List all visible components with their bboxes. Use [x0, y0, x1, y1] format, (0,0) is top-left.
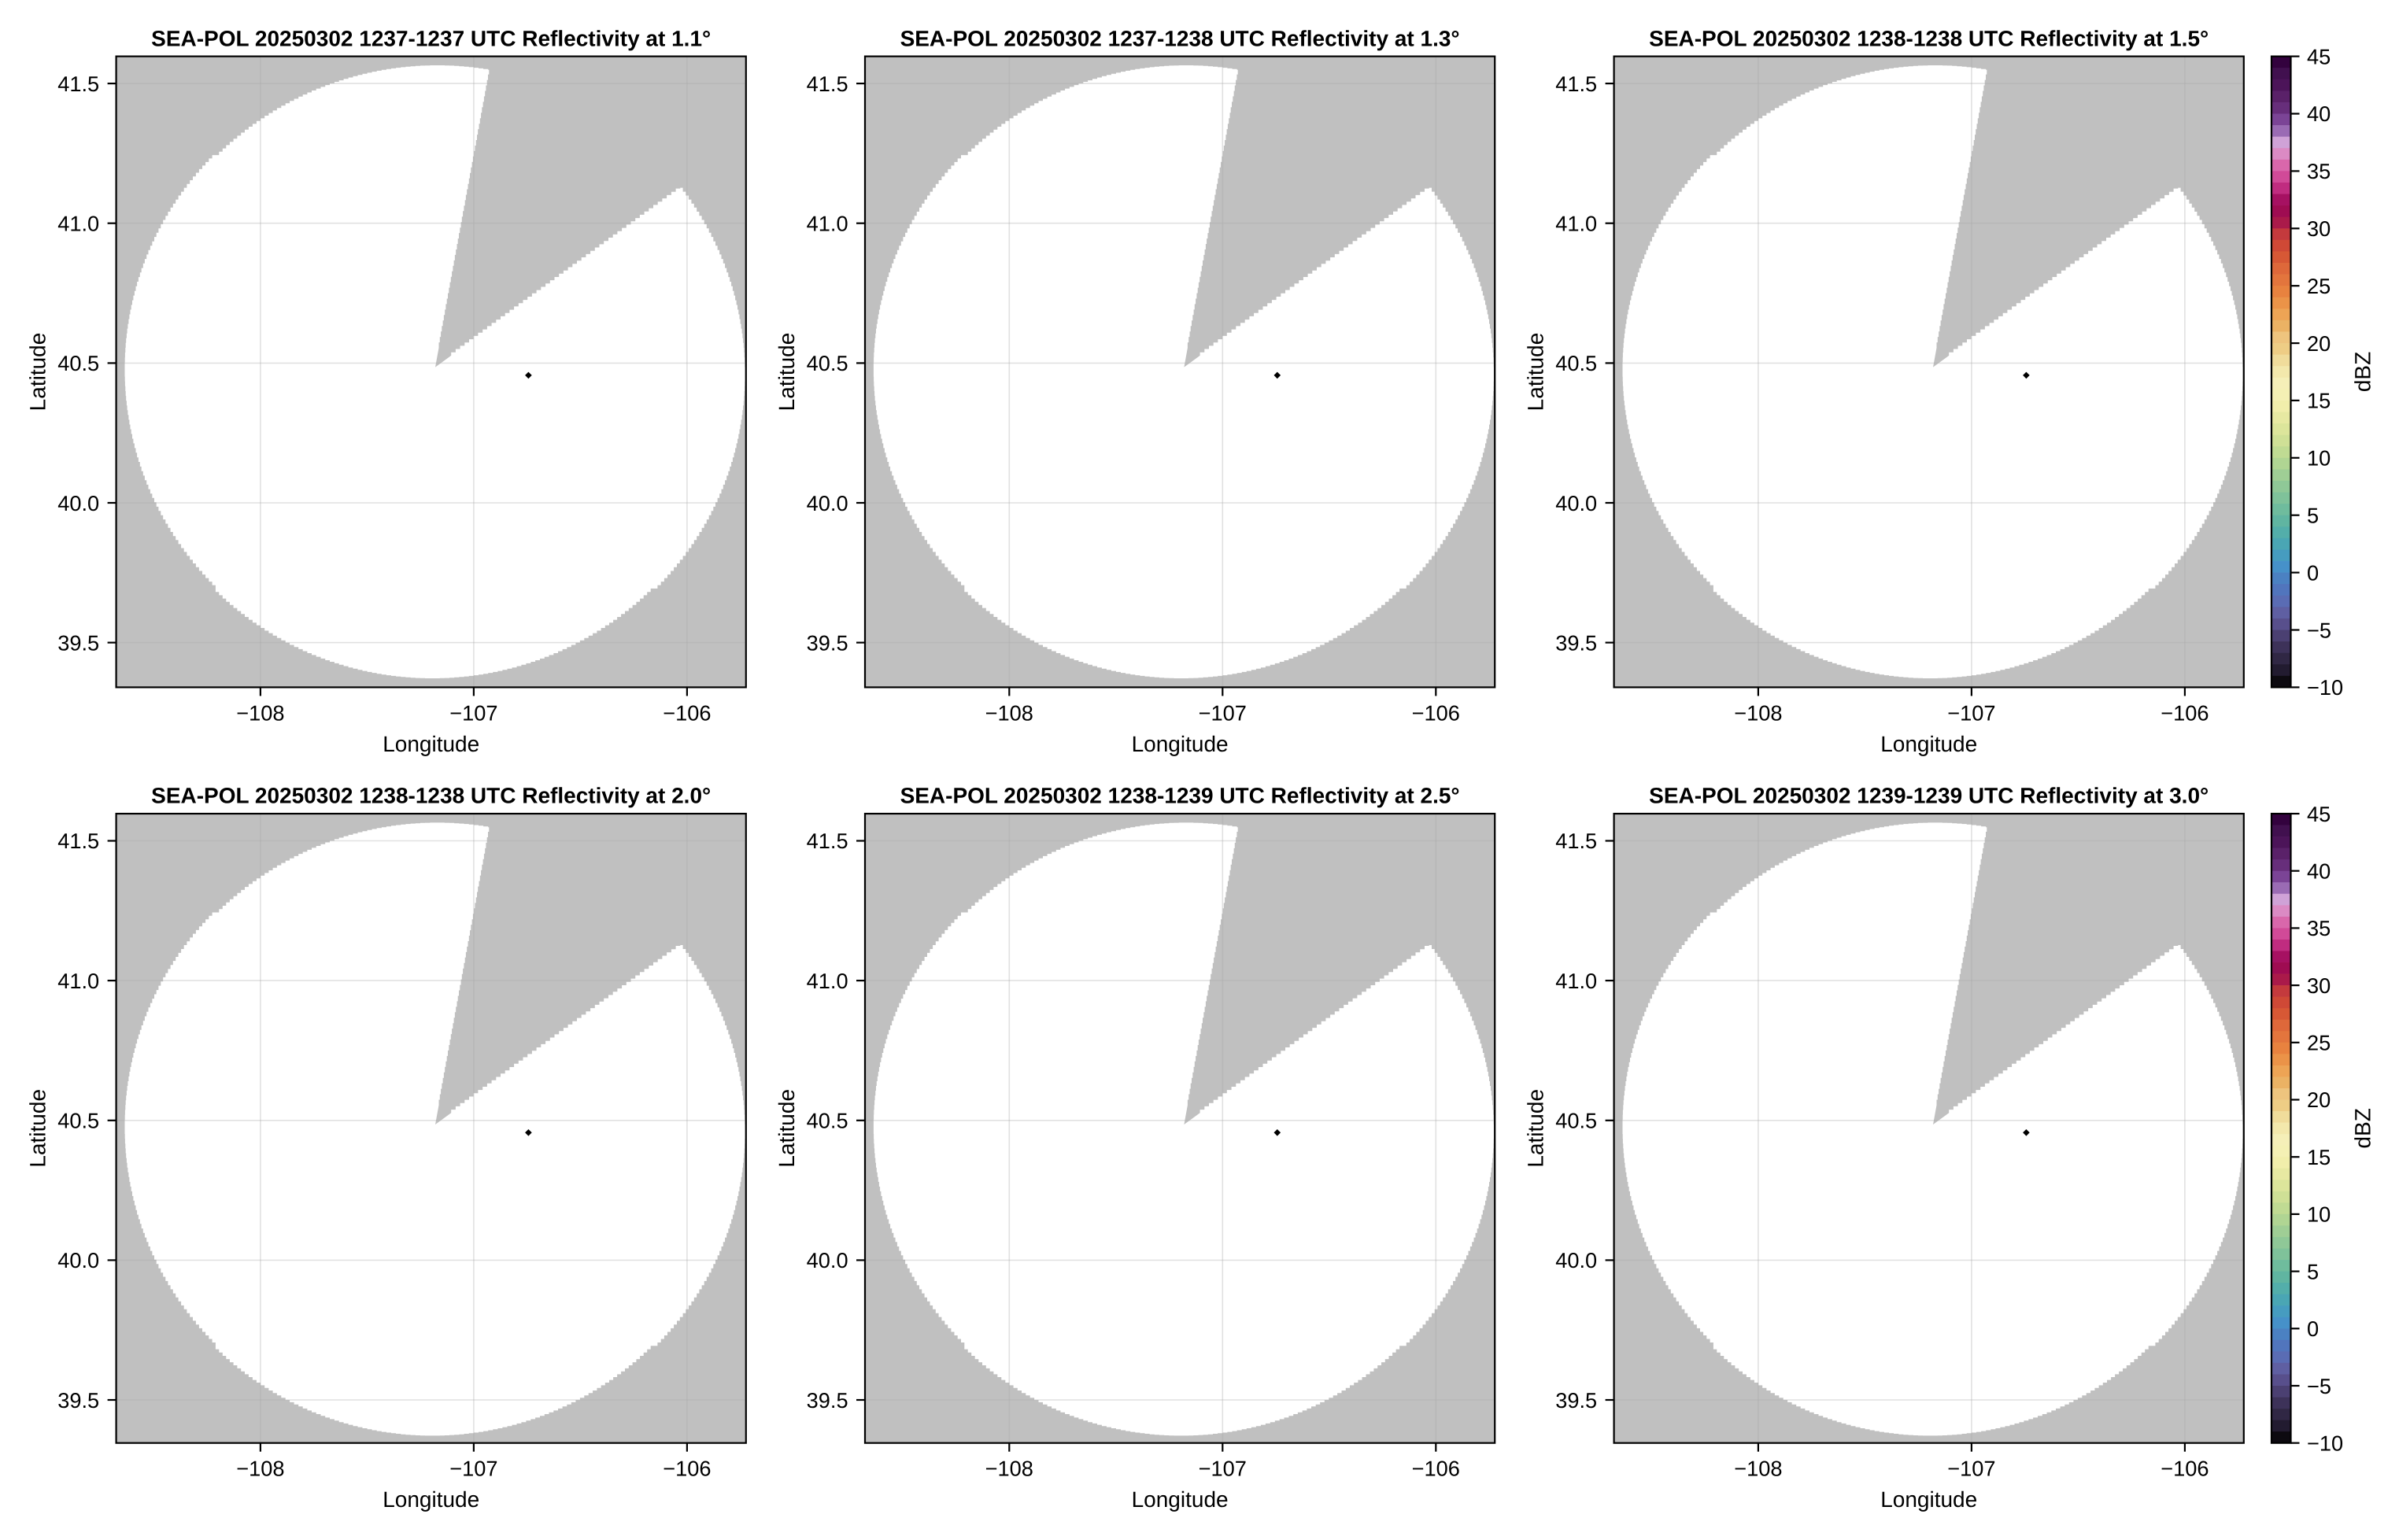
svg-text:−107: −107 [1947, 1457, 1995, 1481]
svg-text:Longitude: Longitude [383, 1487, 479, 1512]
svg-text:SEA-POL 20250302 1237-1237 UTC: SEA-POL 20250302 1237-1237 UTC Reflectiv… [151, 26, 711, 50]
svg-text:−108: −108 [1734, 700, 1782, 725]
svg-text:Latitude: Latitude [774, 1089, 799, 1168]
svg-text:41.0: 41.0 [1555, 969, 1597, 993]
svg-text:30: 30 [2307, 973, 2331, 998]
svg-text:40: 40 [2307, 102, 2331, 126]
svg-text:15: 15 [2307, 1145, 2331, 1169]
svg-text:30: 30 [2307, 216, 2331, 241]
svg-text:−10: −10 [2307, 1431, 2343, 1456]
svg-text:40.5: 40.5 [807, 351, 848, 375]
svg-text:SEA-POL 20250302 1237-1238 UTC: SEA-POL 20250302 1237-1238 UTC Reflectiv… [900, 26, 1460, 50]
svg-text:−107: −107 [1947, 700, 1995, 725]
svg-text:40.0: 40.0 [807, 491, 848, 515]
svg-text:−106: −106 [1412, 700, 1460, 725]
svg-text:45: 45 [2307, 44, 2331, 68]
svg-text:−106: −106 [663, 1457, 711, 1481]
svg-text:−107: −107 [1199, 1457, 1247, 1481]
svg-text:41.5: 41.5 [807, 829, 848, 853]
svg-text:−5: −5 [2307, 1374, 2331, 1398]
svg-text:40.0: 40.0 [57, 491, 99, 515]
svg-text:−106: −106 [2161, 1457, 2209, 1481]
svg-text:40.0: 40.0 [57, 1248, 99, 1272]
svg-text:Latitude: Latitude [1523, 1089, 1547, 1168]
svg-text:41.0: 41.0 [57, 969, 99, 993]
svg-text:35: 35 [2307, 916, 2331, 940]
svg-text:41.5: 41.5 [57, 829, 99, 853]
svg-text:45: 45 [2307, 802, 2331, 826]
svg-text:39.5: 39.5 [1555, 1388, 1597, 1413]
svg-text:−107: −107 [449, 1457, 497, 1481]
svg-text:0: 0 [2307, 1317, 2319, 1341]
svg-text:40: 40 [2307, 859, 2331, 884]
svg-text:−108: −108 [985, 1457, 1033, 1481]
svg-text:10: 10 [2307, 1202, 2331, 1227]
svg-text:−108: −108 [1734, 1457, 1782, 1481]
svg-text:40.5: 40.5 [1555, 1109, 1597, 1133]
svg-text:20: 20 [2307, 1088, 2331, 1112]
svg-text:39.5: 39.5 [57, 1388, 99, 1413]
svg-text:Latitude: Latitude [25, 333, 50, 412]
svg-text:dBZ: dBZ [2351, 1108, 2375, 1148]
svg-text:5: 5 [2307, 504, 2319, 528]
svg-text:5: 5 [2307, 1259, 2319, 1283]
svg-text:−106: −106 [1412, 1457, 1460, 1481]
svg-text:−108: −108 [236, 700, 284, 725]
svg-text:SEA-POL 20250302 1238-1238 UTC: SEA-POL 20250302 1238-1238 UTC Reflectiv… [151, 784, 711, 808]
svg-text:39.5: 39.5 [807, 630, 848, 655]
svg-text:Latitude: Latitude [1523, 333, 1547, 412]
svg-text:Longitude: Longitude [1880, 732, 1977, 756]
svg-text:40.5: 40.5 [807, 1109, 848, 1133]
svg-text:40.5: 40.5 [57, 1109, 99, 1133]
svg-text:10: 10 [2307, 446, 2331, 471]
svg-text:41.0: 41.0 [57, 211, 99, 235]
svg-text:39.5: 39.5 [1555, 630, 1597, 655]
svg-text:41.0: 41.0 [807, 211, 848, 235]
svg-text:SEA-POL 20250302 1238-1239 UTC: SEA-POL 20250302 1238-1239 UTC Reflectiv… [900, 784, 1460, 808]
svg-text:−106: −106 [663, 700, 711, 725]
svg-text:40.0: 40.0 [1555, 491, 1597, 515]
svg-text:Longitude: Longitude [1132, 732, 1229, 756]
svg-text:0: 0 [2307, 560, 2319, 585]
svg-text:39.5: 39.5 [807, 1388, 848, 1413]
svg-text:−107: −107 [1199, 700, 1247, 725]
svg-text:35: 35 [2307, 159, 2331, 183]
svg-text:−10: −10 [2307, 675, 2343, 700]
svg-text:−108: −108 [236, 1457, 284, 1481]
svg-text:40.5: 40.5 [57, 351, 99, 375]
svg-text:dBZ: dBZ [2351, 352, 2375, 392]
svg-text:40.0: 40.0 [807, 1248, 848, 1272]
svg-text:41.0: 41.0 [1555, 211, 1597, 235]
svg-text:40.0: 40.0 [1555, 1248, 1597, 1272]
svg-text:41.5: 41.5 [57, 72, 99, 96]
svg-text:41.5: 41.5 [1555, 72, 1597, 96]
svg-text:−5: −5 [2307, 618, 2331, 642]
svg-text:Longitude: Longitude [1880, 1487, 1977, 1512]
svg-text:41.5: 41.5 [1555, 829, 1597, 853]
svg-text:25: 25 [2307, 1031, 2331, 1055]
svg-text:SEA-POL 20250302 1239-1239 UTC: SEA-POL 20250302 1239-1239 UTC Reflectiv… [1649, 784, 2209, 808]
svg-text:Latitude: Latitude [25, 1089, 50, 1168]
svg-text:−106: −106 [2161, 700, 2209, 725]
svg-text:39.5: 39.5 [57, 630, 99, 655]
svg-text:−107: −107 [449, 700, 497, 725]
svg-text:40.5: 40.5 [1555, 351, 1597, 375]
svg-text:15: 15 [2307, 389, 2331, 413]
svg-text:Latitude: Latitude [774, 333, 799, 412]
svg-text:41.0: 41.0 [807, 969, 848, 993]
svg-text:25: 25 [2307, 274, 2331, 298]
svg-text:Longitude: Longitude [383, 732, 479, 756]
svg-text:20: 20 [2307, 331, 2331, 356]
svg-text:41.5: 41.5 [807, 72, 848, 96]
svg-text:−108: −108 [985, 700, 1033, 725]
svg-text:SEA-POL 20250302 1238-1238 UTC: SEA-POL 20250302 1238-1238 UTC Reflectiv… [1649, 26, 2209, 50]
svg-text:Longitude: Longitude [1132, 1487, 1229, 1512]
